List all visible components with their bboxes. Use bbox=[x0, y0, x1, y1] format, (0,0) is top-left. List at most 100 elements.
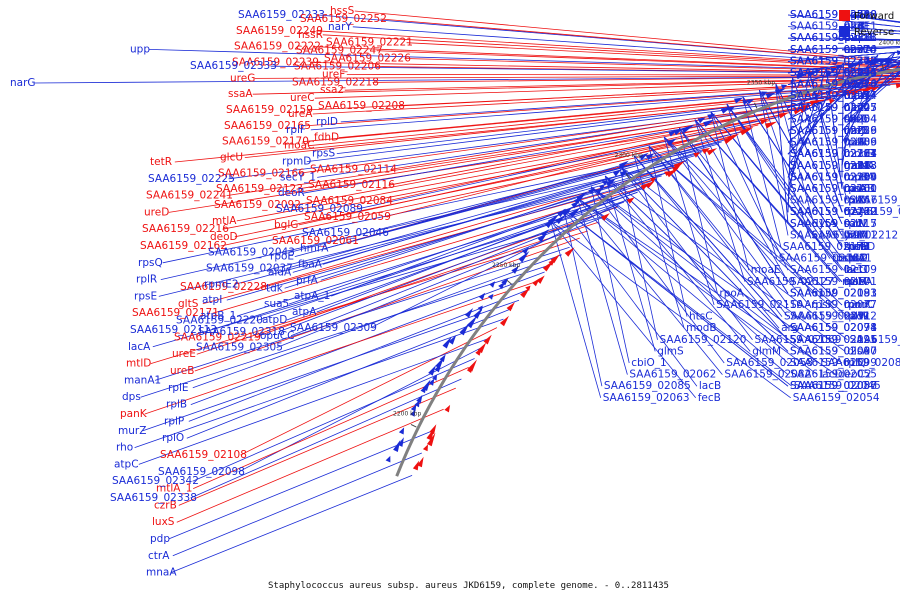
label-connector bbox=[138, 338, 489, 465]
gene-label: SAA6159_02305 bbox=[196, 342, 283, 354]
reverse-feature-arrow bbox=[393, 439, 401, 452]
gene-label: rplO bbox=[162, 432, 184, 444]
gene-label: SAA6159_02208 bbox=[318, 100, 405, 112]
label-connector bbox=[787, 37, 900, 41]
gene-label: modA bbox=[844, 171, 875, 183]
label-connector bbox=[386, 112, 791, 202]
gene-label: SAA6159_02230 bbox=[849, 195, 900, 207]
label-connector bbox=[577, 197, 837, 375]
gene-label: lacG bbox=[844, 264, 867, 276]
forward-feature-arrow bbox=[726, 133, 740, 142]
gene-label: lacC bbox=[844, 264, 866, 276]
gene-label: budA1 bbox=[838, 253, 872, 265]
gene-label: SAA6159_02115 bbox=[790, 218, 877, 230]
gene-label: infA bbox=[844, 229, 865, 241]
label-connector bbox=[302, 88, 874, 143]
label-connector bbox=[194, 237, 580, 372]
forward-feature-arrow bbox=[601, 213, 610, 221]
gene-label: mobB bbox=[844, 148, 875, 160]
forward-feature-arrow bbox=[850, 90, 861, 96]
reverse-feature-arrow bbox=[521, 247, 529, 255]
gene-label: rplP bbox=[164, 415, 184, 427]
reverse-feature-arrow bbox=[398, 427, 405, 435]
gene-label: SAA6159_02083 bbox=[790, 287, 877, 299]
label-connector bbox=[134, 318, 504, 448]
gene-label: SAA6159_02162 bbox=[140, 240, 227, 252]
tick-mark bbox=[410, 423, 417, 428]
reverse-feature-arrow bbox=[555, 214, 566, 225]
forward-feature-arrow bbox=[778, 112, 789, 119]
gene-label: SAA6159_02318 bbox=[198, 326, 285, 338]
legend: Forward Reverse bbox=[839, 10, 894, 38]
label-connector bbox=[310, 84, 891, 131]
gene-label: SAA6159_02099 bbox=[790, 357, 877, 369]
reverse-feature-arrow bbox=[547, 214, 560, 225]
label-connector bbox=[142, 299, 520, 432]
reverse-feature-arrow bbox=[397, 437, 404, 447]
gene-label: atpA bbox=[292, 306, 317, 318]
gene-label: SAA6159_02122 bbox=[790, 206, 877, 218]
reverse-feature-arrow bbox=[385, 455, 391, 463]
reverse-feature-arrow bbox=[746, 99, 755, 105]
gene-label: ureF bbox=[322, 68, 345, 80]
reverse-feature-arrow bbox=[612, 169, 622, 177]
gene-label: SAA6159_02037 bbox=[206, 262, 293, 274]
gene-label: SAA6159_02092 bbox=[214, 199, 301, 211]
label-connector bbox=[787, 58, 861, 167]
gene-label: SAA6159_02338 bbox=[110, 492, 197, 504]
gene-label: SAA6159_02311 bbox=[790, 21, 877, 33]
label-connector bbox=[694, 119, 843, 283]
gene-label: moaC bbox=[284, 140, 314, 152]
reverse-feature-arrow bbox=[884, 58, 897, 64]
forward-feature-arrow bbox=[895, 83, 900, 89]
label-connector bbox=[168, 430, 433, 540]
forward-feature-arrow bbox=[872, 86, 879, 92]
gene-label: SAA6159_02239 bbox=[232, 57, 319, 69]
reverse-feature-arrow bbox=[416, 394, 423, 404]
gene-label: nirB bbox=[844, 21, 865, 33]
reverse-feature-arrow bbox=[619, 160, 629, 169]
reverse-feature-arrow bbox=[645, 153, 655, 161]
label-connector bbox=[234, 131, 743, 238]
label-connector bbox=[178, 387, 456, 506]
gene-label: mobA bbox=[844, 160, 875, 172]
label-connector bbox=[847, 72, 900, 120]
gene-label: rpsE bbox=[134, 290, 157, 302]
label-connector bbox=[808, 72, 843, 201]
forward-feature-arrow bbox=[802, 104, 812, 111]
label-connector bbox=[633, 155, 780, 329]
forward-feature-arrow bbox=[650, 177, 657, 183]
tick-label: 2400 kbp bbox=[879, 40, 900, 47]
gene-label: ssaA bbox=[228, 88, 253, 100]
forward-feature-arrow bbox=[536, 275, 545, 284]
gene-label: SAA6159_02113 bbox=[130, 324, 217, 336]
label-connector bbox=[382, 129, 749, 234]
label-connector bbox=[550, 221, 602, 398]
gene-label: SAA6159_02098 bbox=[158, 466, 245, 478]
forward-feature-arrow bbox=[467, 359, 477, 372]
gene-label: atpD bbox=[262, 314, 287, 326]
gene-label: SAA6159_02078 bbox=[790, 322, 877, 334]
label-connector bbox=[320, 160, 687, 281]
gene-label: rpoA bbox=[719, 287, 744, 299]
gene-label: rplD bbox=[316, 116, 338, 128]
feature-arrows bbox=[385, 50, 900, 471]
gene-label: glmM bbox=[752, 345, 781, 357]
gene-label: rpsI bbox=[844, 253, 864, 265]
gene-label: SAA6159_02272 bbox=[790, 55, 877, 67]
gene-label: lacB bbox=[699, 380, 721, 392]
label-connector bbox=[633, 155, 789, 329]
gene-label: SAA6159_02217 bbox=[790, 218, 877, 230]
gene-label: SAA6159_02079 bbox=[850, 334, 900, 346]
gene-label: htsC bbox=[689, 311, 713, 323]
reverse-feature-arrow bbox=[807, 71, 819, 77]
label-connector bbox=[577, 197, 723, 375]
label-connector bbox=[841, 71, 900, 120]
reverse-feature-arrow bbox=[728, 107, 735, 112]
gene-label: rho bbox=[116, 442, 133, 454]
reverse-feature-arrow bbox=[619, 170, 628, 177]
gene-label: SAA6159_02169 bbox=[790, 206, 877, 218]
reverse-feature-arrow bbox=[466, 315, 478, 329]
